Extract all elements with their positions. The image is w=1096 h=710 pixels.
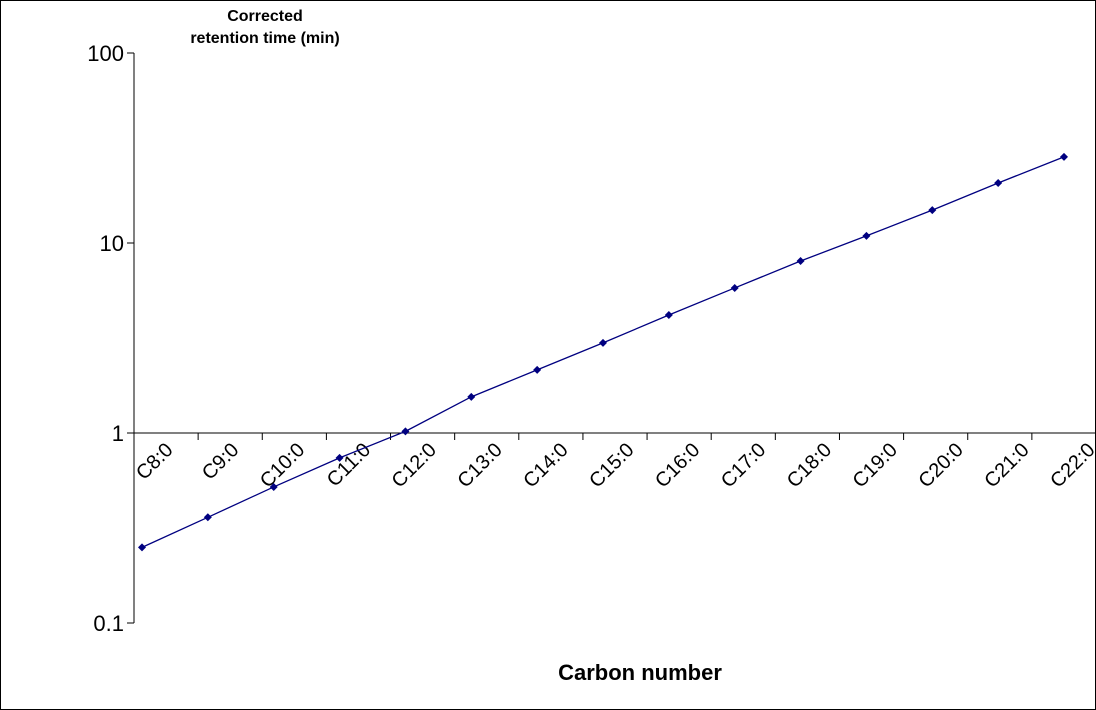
data-point [1060,152,1068,161]
x-tick-label: C16:0 [651,439,704,492]
y-axis-title-line: retention time (min) [190,30,340,47]
x-tick-label: C20:0 [915,439,968,492]
data-point [862,231,871,240]
data-point [928,206,937,215]
y-tick-label: 1 [112,421,124,446]
x-tick-label: C19:0 [849,439,902,492]
data-point [269,482,278,491]
data-point [730,283,739,292]
x-tick-label: C12:0 [388,439,441,492]
y-tick-label: 0.1 [93,611,124,636]
x-tick-label: C8:0 [132,439,177,484]
data-point [401,427,410,436]
data-point [533,365,542,374]
data-point [796,257,805,266]
data-point [467,392,476,401]
y-tick-label: 100 [87,41,124,66]
x-tick-label: C18:0 [783,439,836,492]
x-tick-label: C22:0 [1046,439,1096,492]
x-axis-title: Carbon number [558,660,722,685]
x-tick-label: C17:0 [717,439,770,492]
x-tick-label: C10:0 [256,439,309,492]
data-point [994,178,1003,187]
data-point [138,543,146,552]
x-tick-label: C21:0 [980,439,1033,492]
data-point [664,310,673,319]
x-tick-label: C15:0 [585,439,638,492]
data-point [335,453,344,462]
y-tick-label: 10 [100,231,124,256]
y-axis-title-line: Corrected [227,8,303,25]
x-tick-label: C13:0 [454,439,507,492]
data-point [203,513,212,522]
x-tick-label: C9:0 [198,439,243,484]
y-axis-title: Corrected retention time (min) [150,6,380,50]
x-tick-label: C14:0 [519,439,572,492]
data-point [599,338,607,347]
